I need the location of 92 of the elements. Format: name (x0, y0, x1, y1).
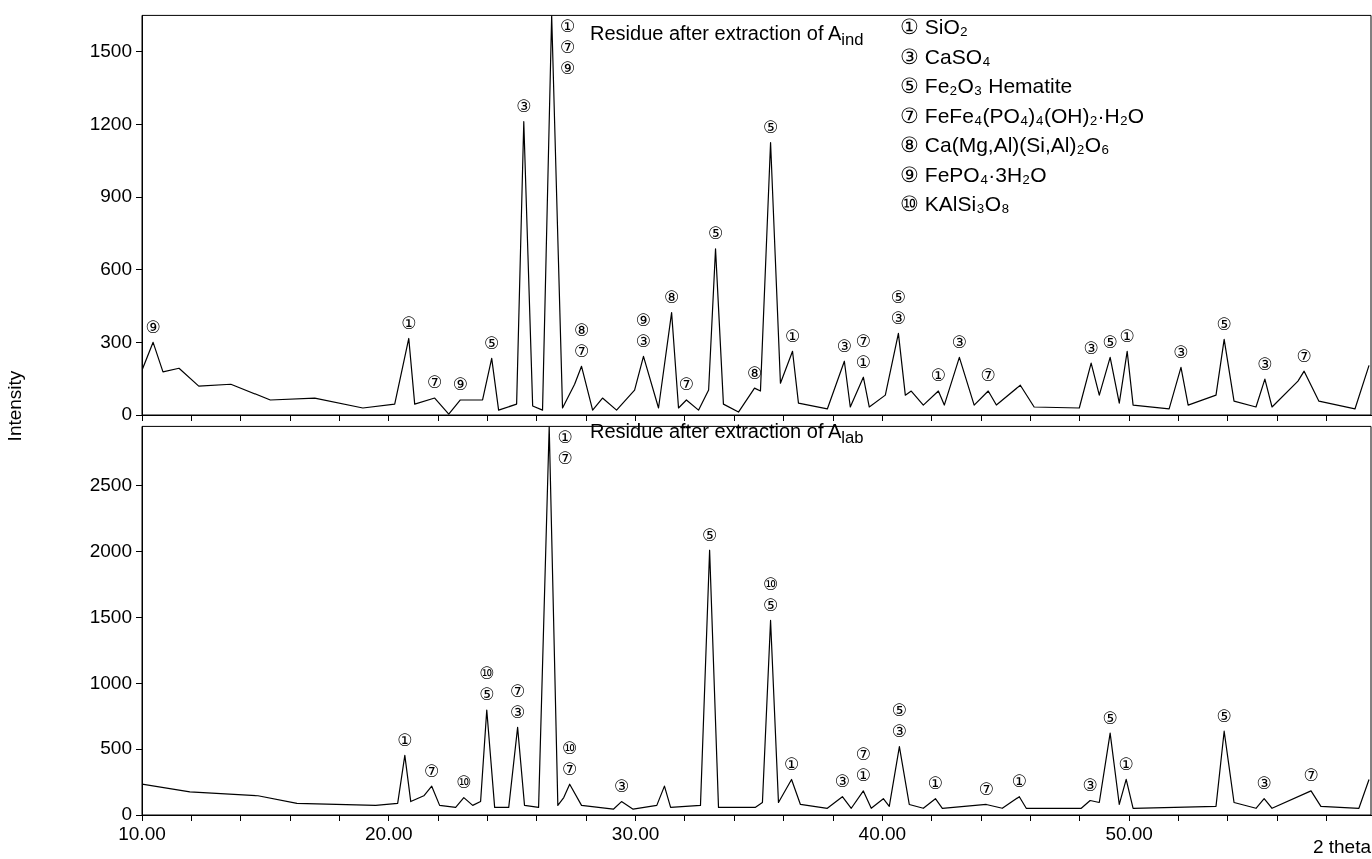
annotation: ⑤ (707, 223, 724, 244)
annotation: ① SiO₂ (900, 14, 969, 40)
annotation: ⑦ (1296, 345, 1312, 366)
annotation: ③ (509, 701, 526, 722)
annotation: ③ (1256, 773, 1272, 794)
y-tick-label: 1000 (89, 671, 132, 693)
annotation: ③ (1257, 353, 1273, 374)
annotation: ⑨ (635, 309, 652, 330)
annotation: ⑨ (145, 316, 161, 337)
y-tick-label: 300 (100, 330, 132, 352)
annotation: ⑦ (557, 447, 573, 468)
annotation: ⑦ (855, 330, 871, 351)
annotation: ① (930, 365, 947, 386)
annotation: ① (783, 753, 800, 774)
annotation: ③ (891, 721, 908, 742)
annotation: ⑤ (479, 684, 495, 705)
annotation: ① (560, 15, 576, 36)
y-tick-label: 900 (100, 185, 132, 207)
annotation: ⑩ KAlSi₃O₈ (900, 191, 1011, 217)
annotation: ⑨ FePO₄·3H₂O (900, 161, 1048, 188)
annotation: ⑤ (1216, 705, 1232, 726)
annotation: ⑧ (663, 286, 680, 307)
annotation: ⑤ (891, 700, 908, 721)
annotation: ① (927, 773, 944, 794)
annotation: ① (1118, 753, 1134, 774)
chart-title: Residue after extraction of A$_{lab}$ (590, 420, 864, 448)
annotation: ⑦ (424, 760, 440, 781)
annotation: ① (1011, 771, 1027, 792)
annotation: ① (855, 765, 871, 786)
annotation: ① (1119, 325, 1135, 346)
annotation: ⑤ (1102, 331, 1118, 352)
y-tick-label: 0 (121, 803, 132, 825)
annotation: ⑧ Ca(Mg,Al)(Si,Al)₂O₆ (900, 132, 1111, 158)
annotation: ③ (1173, 341, 1189, 362)
y-axis-title: Intensity (4, 369, 26, 444)
annotation: ③ (1082, 774, 1098, 795)
annotation: ③ (890, 307, 907, 328)
annotation: ③ (613, 775, 630, 796)
annotation: ① (855, 351, 871, 372)
y-tick-label: 0 (121, 403, 132, 425)
x-tick-label: 50.00 (1105, 822, 1153, 844)
annotation: ⑤ Fe₂O₃ Hematite (900, 73, 1074, 99)
annotation: ⑧ (573, 319, 590, 340)
annotation: ⑦ (1303, 765, 1319, 786)
annotation: ⑩ (456, 772, 472, 793)
annotation: ⑤ (1216, 313, 1232, 334)
annotation: ⑨ (452, 374, 468, 395)
annotation: ⑤ (762, 116, 779, 137)
annotation: ③ (951, 331, 967, 352)
annotation: ⑦ (573, 340, 590, 361)
x-axis-title: 2 theta (1312, 835, 1372, 857)
annotation: ⑤ (762, 594, 779, 615)
text: Residue after extraction of A$_{ind}$ (590, 22, 864, 50)
annotation: ⑤ (890, 286, 907, 307)
y-tick-label: 600 (100, 257, 132, 279)
y-tick-label: 2000 (89, 539, 132, 561)
annotation: ⑦ FeFe₄(PO₄)₄(OH)₂·H₂O (900, 102, 1145, 129)
annotation: ⑦ (978, 778, 994, 799)
annotation: ⑩ (762, 573, 779, 594)
annotation: ① (397, 729, 413, 750)
annotation: ① (401, 312, 417, 333)
annotation: ⑩ (562, 737, 578, 758)
annotation: ⑦ (980, 365, 996, 386)
x-tick-label: 10.00 (118, 822, 166, 844)
annotation: ⑤ (701, 524, 718, 545)
annotation: ① (784, 325, 801, 346)
annotation: ⑦ (560, 36, 576, 57)
annotation: ⑤ (484, 332, 500, 353)
y-tick-label: 1500 (89, 605, 132, 627)
annotation: ⑩ (479, 663, 495, 684)
annotation: ⑦ (855, 744, 871, 765)
annotation: ⑨ (560, 57, 576, 78)
annotation: ⑦ (678, 374, 695, 395)
annotation: ③ (834, 771, 851, 792)
annotation: ③ (836, 335, 852, 356)
x-tick-label: 40.00 (858, 822, 907, 844)
x-tick-label: 30.00 (611, 822, 660, 844)
annotation: ⑤ (1102, 707, 1118, 728)
annotation: ⑦ (427, 372, 443, 393)
annotation: ③ (635, 330, 652, 351)
y-tick-label: 500 (100, 737, 132, 759)
y-tick-label: 2500 (89, 473, 132, 495)
annotation: ⑧ (746, 362, 763, 383)
annotation: ③ (516, 96, 532, 117)
y-tick-label: 1200 (89, 112, 132, 134)
annotation: ③ CaSO₄ (900, 43, 992, 70)
annotation: ③ (1083, 337, 1099, 358)
x-tick-label: 20.00 (365, 822, 413, 844)
annotation: ① (557, 426, 573, 447)
annotation: ⑦ (562, 758, 578, 779)
annotation: ⑦ (509, 680, 526, 701)
y-tick-label: 1500 (89, 39, 132, 61)
